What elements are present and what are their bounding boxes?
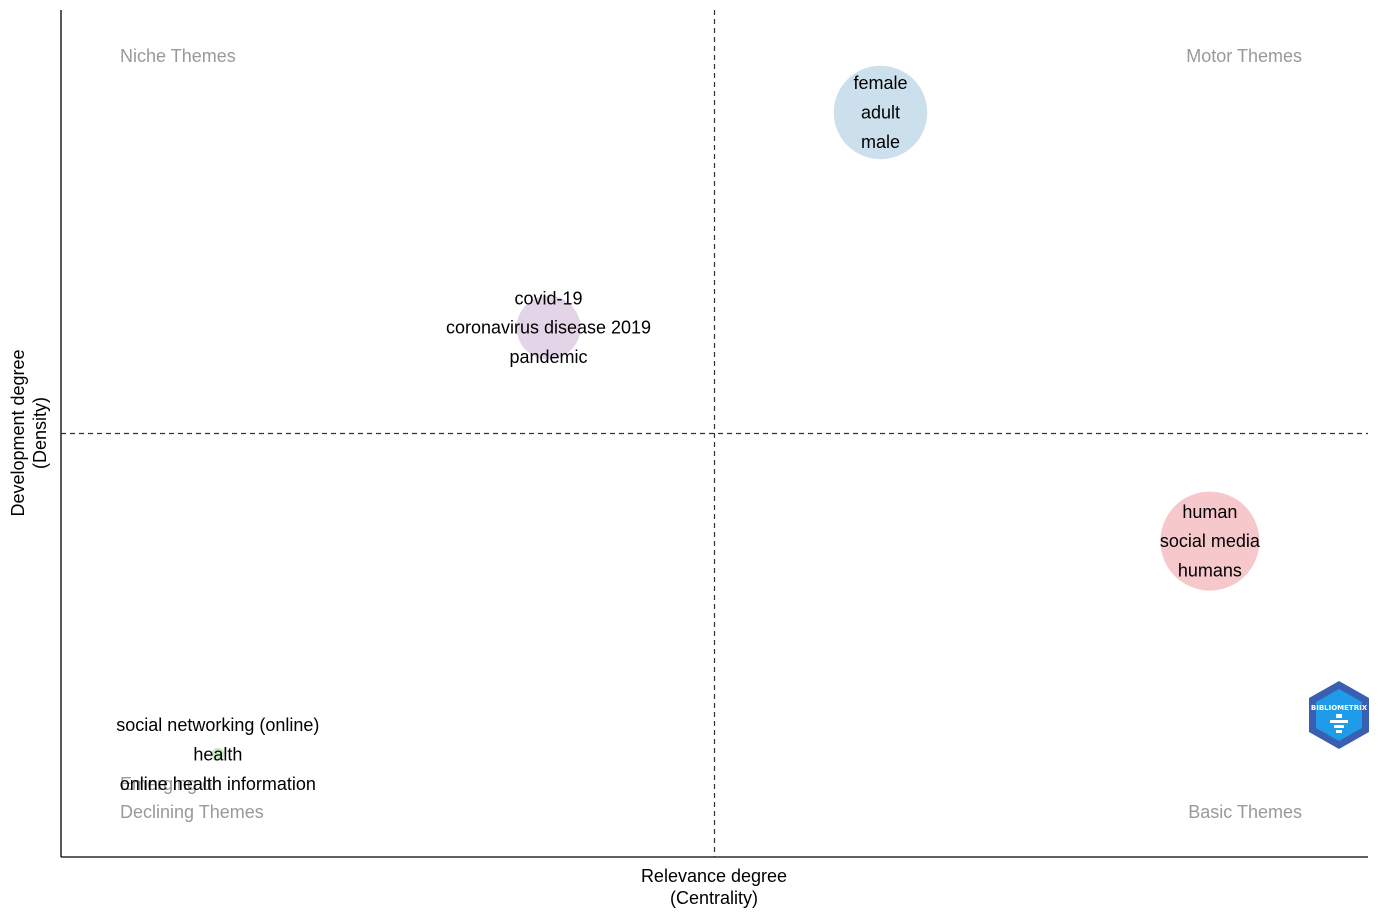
cluster-label: coronavirus disease 2019 — [446, 318, 651, 338]
cluster-1: female adult male — [833, 65, 928, 160]
quadrant-labels: Niche Themes Motor Themes Basic Themes Emer… — [120, 46, 1302, 822]
cluster-label: pandemic — [509, 347, 587, 367]
logo-figure-bar — [1334, 725, 1344, 728]
cluster-bubble — [833, 65, 928, 160]
cluster-label: humans — [1178, 560, 1242, 580]
quadrant-label-emerging-declining: Emerging or — [120, 774, 218, 794]
quadrant-label-niche: Niche Themes — [120, 46, 236, 66]
axis-titles: Relevance degree(Centrality) Development … — [8, 349, 787, 908]
logo-figure-bar — [1330, 720, 1348, 723]
cluster-bubble — [1160, 491, 1260, 591]
cluster-4: social networking (online) health online h… — [116, 715, 319, 794]
clusters: female adult male covid-19 coronavirus disea… — [116, 65, 1261, 794]
logo-text: BIBLIOMETRIX — [1311, 704, 1368, 712]
cluster-label: human — [1182, 502, 1237, 522]
cluster-label: male — [861, 132, 900, 152]
plot-area — [60, 10, 1368, 858]
cluster-label: social networking (online) — [116, 715, 319, 735]
cluster-label: female — [853, 73, 907, 93]
cluster-label: online health information — [120, 774, 316, 794]
x-axis-title: Relevance degree — [641, 866, 787, 886]
logo-figure-head — [1336, 714, 1342, 718]
logo-figure-icon — [1330, 714, 1348, 733]
cluster-bubble — [211, 747, 225, 762]
cluster-label: covid-19 — [514, 288, 582, 308]
quadrant-label-emerging-declining: Declining Themes — [120, 802, 264, 822]
cluster-3: human social media humans — [1160, 491, 1261, 591]
bibliometrix-logo: BIBLIOMETRIX — [1309, 681, 1369, 749]
cluster-label: adult — [861, 102, 900, 122]
quadrant-label-basic: Basic Themes — [1188, 802, 1302, 822]
x-axis-title: (Centrality) — [670, 888, 758, 908]
y-axis-title: (Density) — [30, 397, 50, 469]
quadrant-label-motor: Motor Themes — [1186, 46, 1302, 66]
cluster-label: health — [193, 745, 242, 765]
logo-figure-bar — [1336, 730, 1342, 733]
cluster-2: covid-19 coronavirus disease 2019 pandemic — [446, 288, 651, 367]
y-axis-title-group: Development degree (Density) — [8, 349, 50, 516]
y-axis-title: Development degree — [8, 349, 28, 516]
cluster-label: social media — [1160, 531, 1261, 551]
cluster-bubble — [516, 295, 581, 360]
